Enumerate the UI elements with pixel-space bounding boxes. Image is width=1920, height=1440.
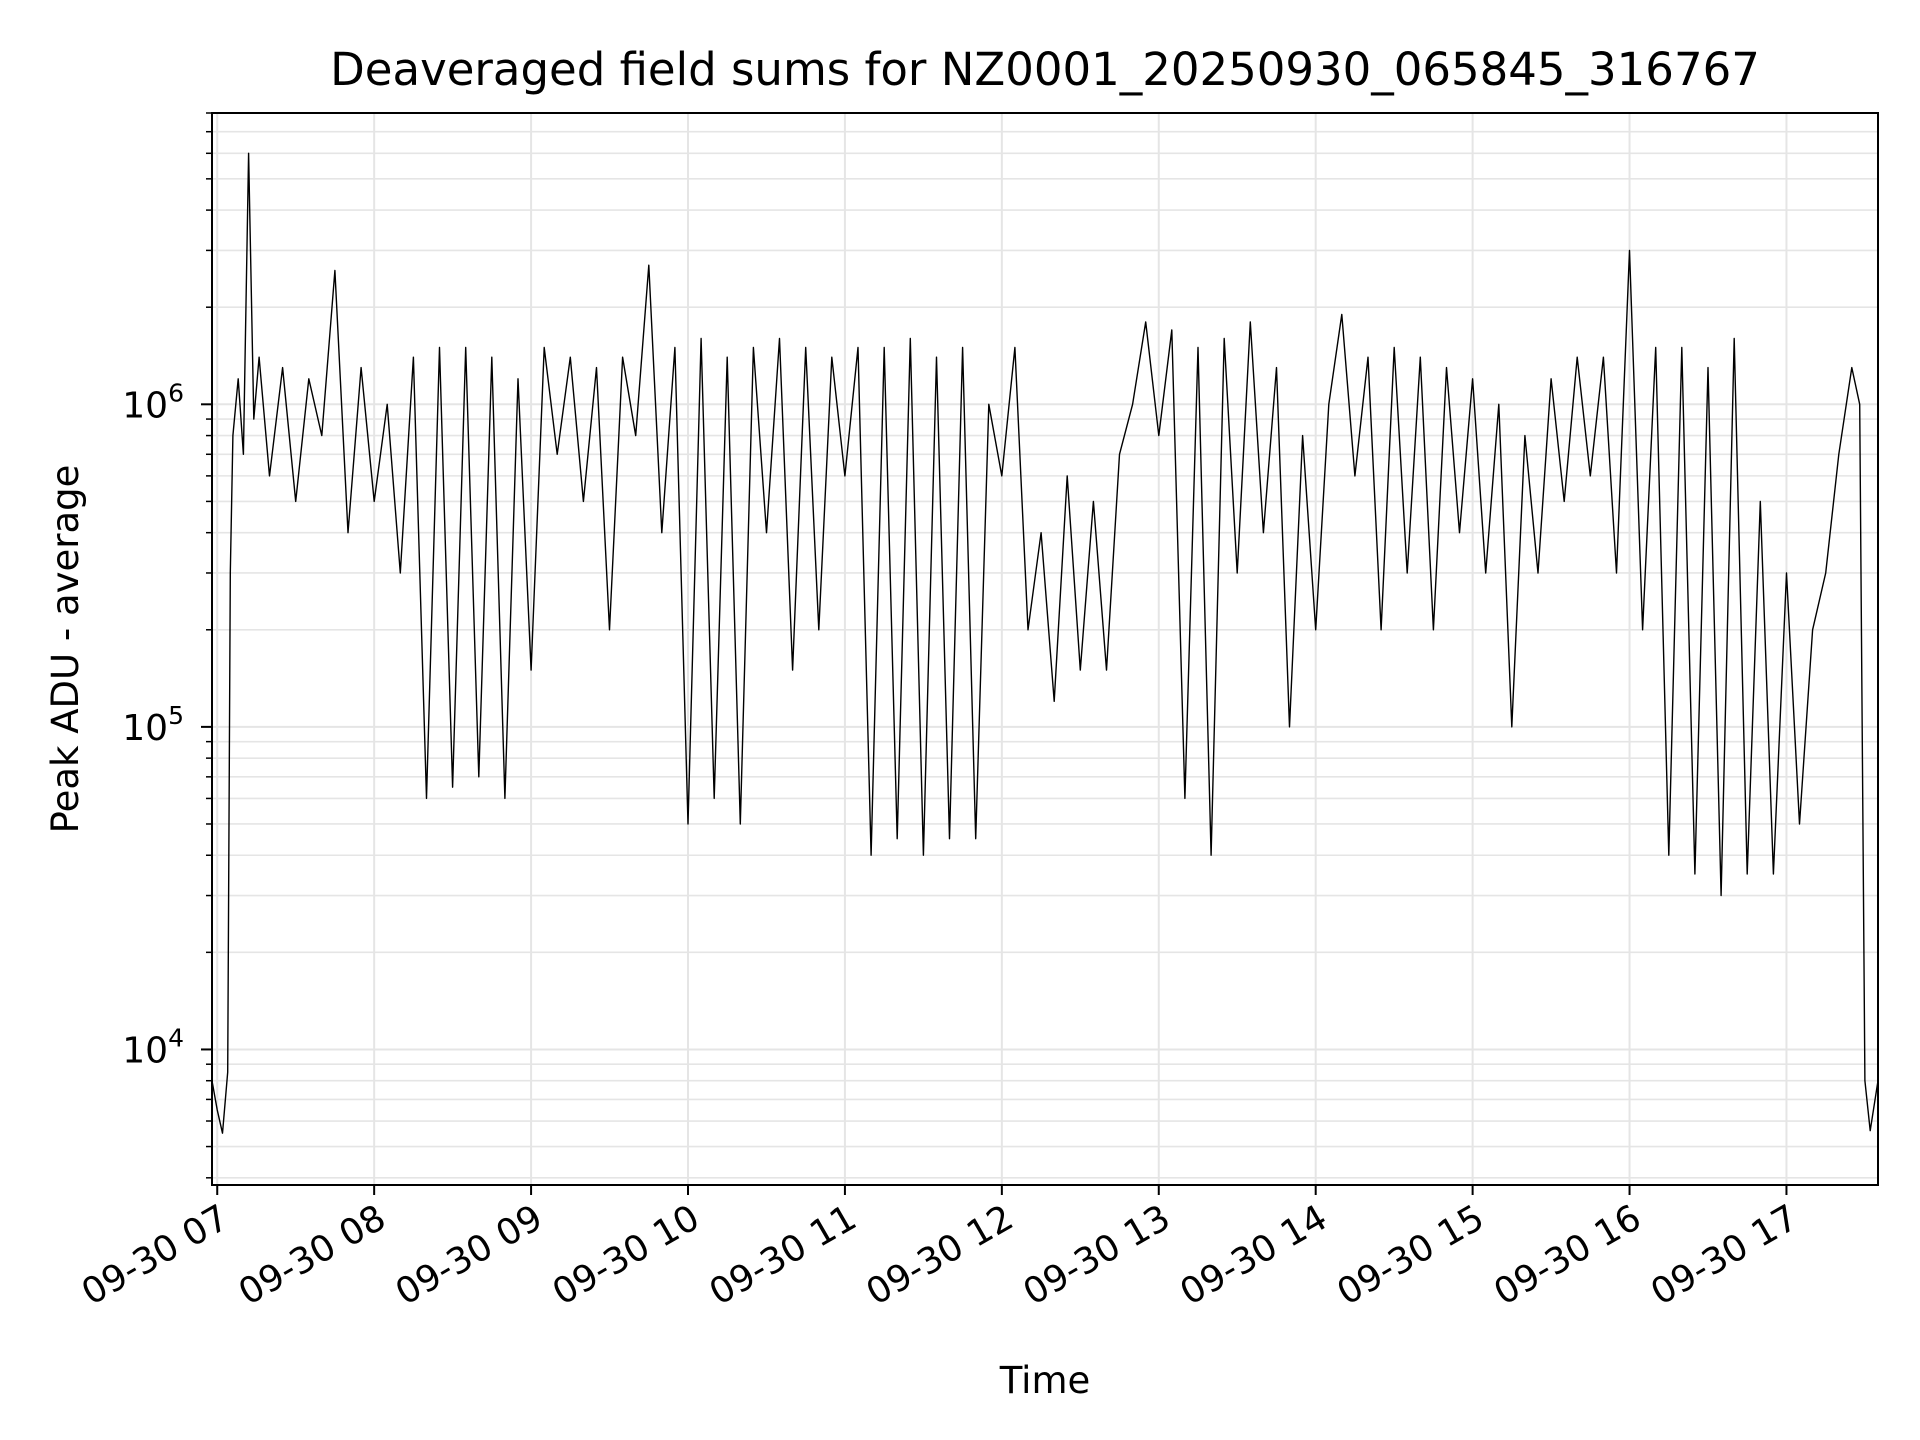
data-series xyxy=(211,152,1879,1134)
y-tick-label: 106 xyxy=(122,378,184,426)
grid xyxy=(212,112,1878,1185)
x-axis-label: Time xyxy=(999,1359,1091,1402)
chart-title: Deaveraged field sums for NZ0001_2025093… xyxy=(330,43,1760,96)
y-tick-label: 105 xyxy=(122,701,184,749)
y-axis-label: Peak ADU - average xyxy=(44,465,87,834)
y-tick-label: 104 xyxy=(122,1023,184,1071)
y-axis: 104 105 106 xyxy=(122,112,212,1179)
series-line xyxy=(211,152,1879,1134)
plot-frame xyxy=(211,112,1879,1186)
